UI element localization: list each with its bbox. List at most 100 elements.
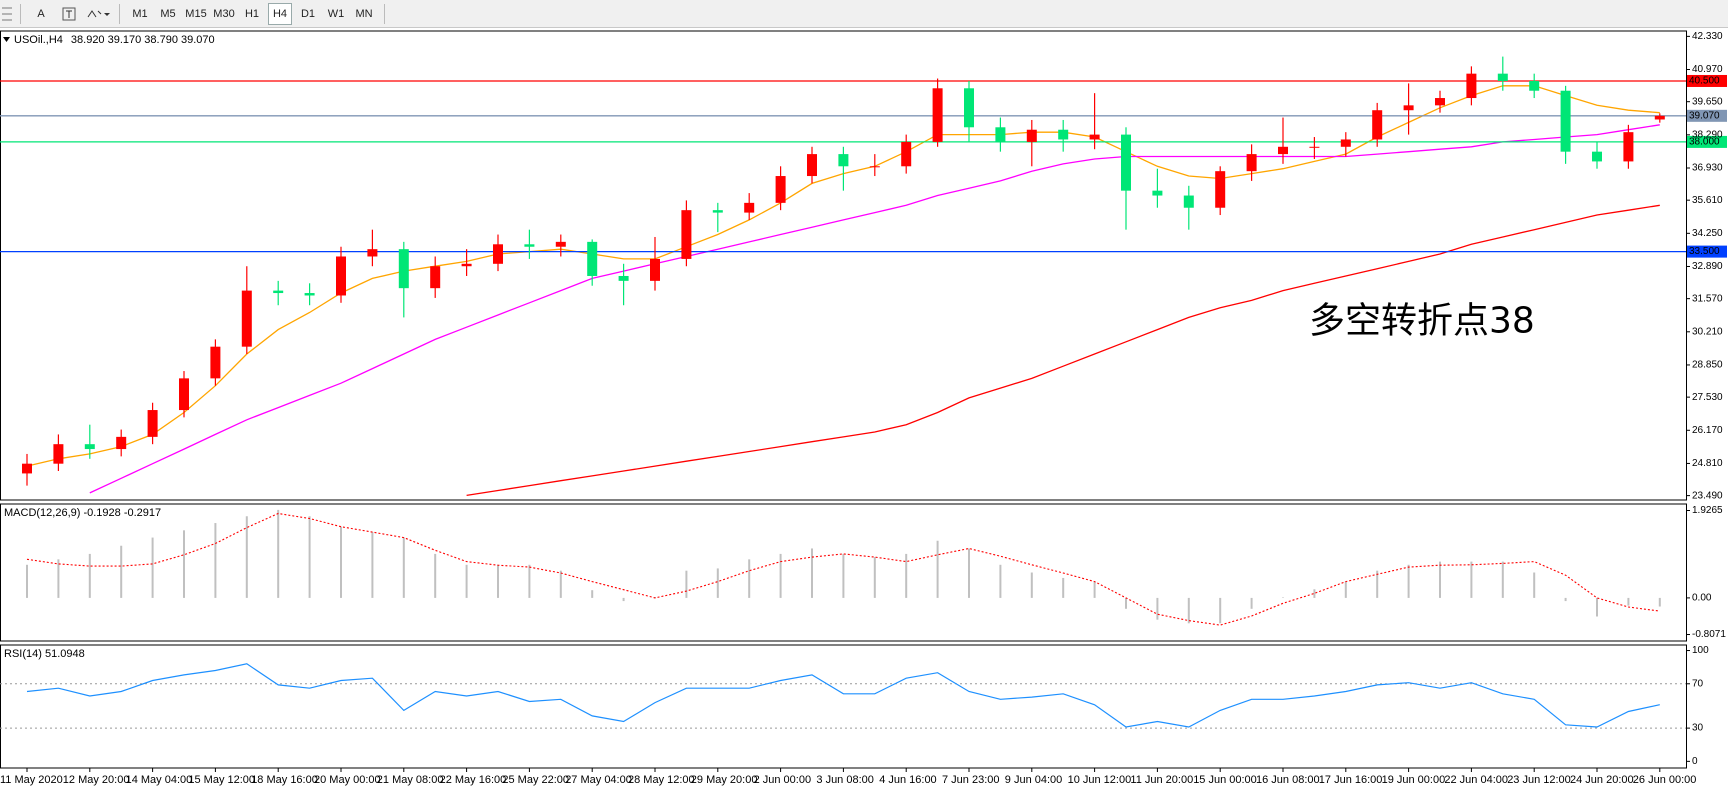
macd-bar — [1093, 581, 1096, 598]
panel-frame — [0, 30, 1687, 501]
candle-body — [901, 141, 912, 167]
candle-body — [712, 210, 723, 213]
macd-bar — [1125, 597, 1127, 609]
timeframe-button[interactable]: H1 — [244, 7, 260, 20]
candle-body — [493, 244, 503, 264]
candle-body — [1654, 115, 1665, 120]
macd-bar — [371, 532, 374, 598]
y-tick-label: 0.00 — [1692, 593, 1712, 604]
candle-body — [116, 436, 127, 450]
macd-bar — [1156, 597, 1159, 620]
timeframe-button[interactable]: H4 — [268, 2, 292, 25]
symbol: USOil.,H4 — [14, 34, 63, 46]
x-tick-label: 15 May 12:00 — [188, 774, 255, 786]
macd-bar — [402, 537, 405, 598]
macd-bar — [1062, 577, 1065, 598]
level-label-box — [1687, 74, 1727, 87]
macd-bar — [936, 540, 939, 598]
x-tick-label: 29 May 20:00 — [691, 774, 758, 786]
candle-body — [1121, 134, 1131, 191]
level-label-box — [1687, 245, 1727, 258]
candle-body — [932, 88, 943, 142]
candle-body — [744, 202, 755, 213]
x-tick-label: 10 Jun 12:00 — [1068, 774, 1132, 786]
candle-body — [650, 258, 660, 281]
macd-bar — [811, 548, 813, 598]
x-tick-label: 23 Jun 12:00 — [1507, 774, 1571, 786]
panel-title: MACD(12,26,9) -0.1928 -0.2917 — [4, 507, 161, 519]
candle-body — [179, 378, 189, 411]
chart-header: USOil.,H4 38.920 39.170 38.790 39.070 — [14, 34, 215, 46]
candle-body — [587, 241, 598, 276]
candle-body — [1278, 146, 1288, 155]
candle-body — [84, 444, 95, 450]
macd-bar — [26, 564, 28, 598]
timeframe-button[interactable]: W1 — [327, 7, 345, 20]
macd-bar — [685, 570, 688, 598]
macd-bar — [245, 516, 248, 598]
shapes-tool[interactable] — [85, 3, 111, 25]
candle-body — [1560, 90, 1571, 152]
x-tick-label: 11 Jun 20:00 — [1130, 774, 1193, 786]
macd-bar — [1250, 597, 1253, 609]
y-tick-label: 70 — [1692, 678, 1704, 689]
x-tick-label: 4 Jun 16:00 — [879, 774, 937, 786]
crosshair-icon[interactable] — [0, 4, 14, 24]
timeframe-button[interactable]: M30 — [213, 7, 235, 20]
y-tick-label: 27.530 — [1692, 392, 1723, 403]
candle-body — [775, 176, 786, 203]
separator — [384, 3, 385, 24]
candle-body — [1152, 190, 1163, 196]
macd-bar — [434, 553, 437, 598]
macd-bar — [1439, 561, 1441, 598]
timeframe-button[interactable]: M1 — [132, 7, 148, 20]
macd-bar — [528, 564, 531, 598]
macd-bar — [1376, 570, 1379, 598]
label-tool[interactable] — [57, 3, 81, 25]
macd-bar — [1313, 589, 1316, 598]
macd-bar — [1344, 581, 1347, 598]
candle-body — [53, 444, 64, 464]
candle-body — [1466, 73, 1477, 99]
candle-body — [1372, 110, 1383, 140]
y-tick-label: 42.330 — [1692, 31, 1723, 42]
separator — [20, 3, 21, 24]
x-tick-label: 9 Jun 04:00 — [1005, 774, 1063, 786]
x-tick-label: 25 May 22:00 — [502, 774, 569, 786]
y-tick-label: 39.650 — [1692, 96, 1723, 107]
macd-bar — [340, 526, 342, 598]
timeframe-button[interactable]: MN — [355, 7, 373, 20]
x-tick-label: 7 Jun 23:00 — [942, 774, 1000, 786]
candle-body — [210, 346, 221, 379]
x-tick-label: 26 Jun 00:00 — [1633, 774, 1697, 786]
macd-bar — [1282, 597, 1284, 598]
macd-bar — [999, 564, 1002, 598]
y-tick-label: 32.890 — [1692, 261, 1723, 272]
macd-bar — [183, 530, 185, 598]
macd-bar — [1596, 597, 1598, 617]
macd-bar — [622, 597, 625, 602]
y-tick-label: 34.250 — [1692, 228, 1723, 239]
macd-bar — [1470, 561, 1473, 598]
macd-bar — [591, 590, 594, 598]
candle-body — [524, 244, 535, 247]
macd-bar — [1407, 564, 1410, 598]
macd-bar — [1564, 597, 1567, 602]
moving-average — [26, 85, 1660, 467]
annotation: 多空转折点38 — [1309, 300, 1535, 341]
candle-body — [336, 256, 346, 296]
macd-bar — [716, 568, 719, 598]
chart: USOil.,H4 38.920 39.170 38.790 39.070 多空转折… — [0, 30, 1727, 786]
timeframe-button[interactable]: D1 — [300, 7, 316, 20]
level-label: 39.070 — [1689, 110, 1720, 121]
timeframe-button[interactable]: M15 — [185, 7, 207, 20]
macd-bar — [1219, 597, 1222, 624]
timeframe-button[interactable]: M5 — [160, 7, 176, 20]
x-tick-label: 19 Jun 00:00 — [1382, 774, 1446, 786]
candle-body — [618, 275, 629, 281]
text-tool[interactable]: A — [37, 7, 45, 20]
y-tick-label: 26.170 — [1692, 425, 1723, 436]
separator — [119, 3, 120, 24]
panel-frame — [0, 644, 1687, 769]
y-tick-label: -0.8071 — [1692, 629, 1726, 640]
